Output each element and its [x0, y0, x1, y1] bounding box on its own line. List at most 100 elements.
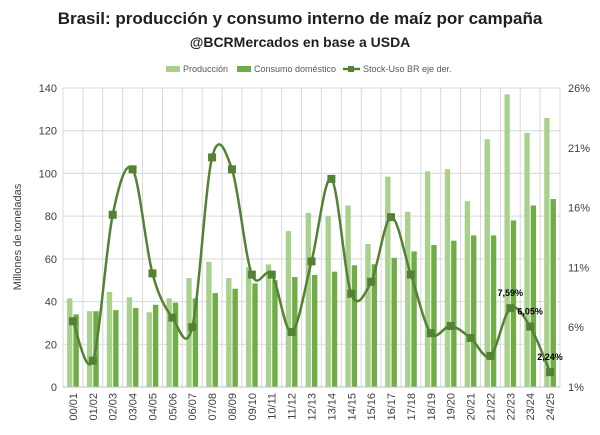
- legend-label-consumption: Consumo doméstico: [254, 64, 336, 74]
- stock-use-point: [406, 270, 415, 279]
- legend-label-stock-use: Stock-Uso BR eje der.: [363, 64, 452, 74]
- y2-tick-label: 16%: [568, 203, 590, 215]
- y-tick-label: 120: [39, 126, 57, 138]
- y-tick-label: 100: [39, 168, 57, 180]
- consumption-bar: [510, 220, 517, 387]
- data-label: 7,59%: [498, 288, 524, 298]
- x-tick-label: 19/20: [446, 393, 458, 421]
- legend-marker-stock-use: [348, 66, 354, 72]
- consumption-bar: [73, 314, 79, 387]
- stock-use-point: [188, 323, 197, 332]
- chart-subtitle: @BCRMercados en base a USDA: [190, 34, 411, 50]
- data-label: 6,05%: [517, 307, 543, 317]
- production-bar: [285, 231, 292, 387]
- stock-use-point: [267, 270, 276, 279]
- consumption-bar: [550, 199, 556, 387]
- x-tick-label: 17/18: [406, 393, 418, 421]
- right-axis: 1% 6% 11% 16% 21% 26%: [568, 83, 590, 394]
- stock-use-point: [387, 213, 396, 222]
- production-bar: [484, 139, 490, 387]
- x-tick-label: 23/24: [525, 393, 537, 421]
- left-axis: 0 20 40 60 80 100 120 140: [39, 83, 57, 394]
- y2-tick-label: 6%: [568, 322, 584, 334]
- data-labels: 7,59% 6,05% 2,24%: [498, 288, 563, 362]
- production-bar: [265, 264, 272, 387]
- x-tick-label: 08/09: [227, 393, 239, 421]
- production-bar: [206, 261, 212, 387]
- stock-use-point: [347, 289, 356, 298]
- consumption-bar: [212, 293, 218, 387]
- legend-label-production: Producción: [183, 64, 228, 74]
- stock-use-point: [227, 165, 236, 174]
- consumption-bar: [411, 251, 417, 387]
- stock-use-point: [367, 277, 376, 286]
- stock-use-point: [68, 317, 77, 326]
- production-bar: [524, 132, 530, 387]
- consumption-bar: [471, 235, 477, 387]
- stock-use-point: [466, 333, 475, 342]
- x-tick-label: 00/01: [68, 393, 80, 421]
- consumption-bar: [252, 283, 258, 387]
- consumption-bar: [312, 274, 318, 387]
- data-label: 2,24%: [537, 352, 563, 362]
- production-bar: [146, 312, 152, 387]
- y-tick-label: 80: [45, 211, 57, 223]
- chart-title: Brasil: producción y consumo interno de …: [58, 9, 543, 28]
- production-bar: [305, 212, 311, 387]
- stock-use-point: [426, 329, 435, 338]
- production-bar: [464, 201, 471, 387]
- y2-tick-label: 11%: [568, 262, 589, 274]
- y-tick-label: 0: [51, 382, 57, 394]
- stock-use-point: [148, 269, 157, 278]
- stock-use-point: [307, 257, 316, 266]
- gridlines: [62, 87, 561, 388]
- stock-use-point: [327, 174, 336, 183]
- y-axis-title: Millones de toneladas: [12, 183, 24, 290]
- stock-use-point: [526, 322, 535, 331]
- stock-use-point: [168, 313, 177, 322]
- stock-use-curve: [71, 143, 552, 373]
- production-bar: [245, 267, 252, 387]
- production-bar: [186, 278, 192, 387]
- consumption-bar: [331, 271, 338, 387]
- x-tick-label: 07/08: [207, 393, 219, 421]
- x-tick-label: 11/12: [287, 393, 299, 420]
- legend-swatch-consumption: [237, 66, 251, 72]
- x-tick-label: 16/17: [386, 393, 398, 421]
- y-tick-label: 140: [39, 83, 57, 95]
- production-bar: [325, 216, 331, 387]
- production-bar: [106, 291, 113, 387]
- production-bar: [405, 211, 411, 387]
- x-tick-label: 09/10: [247, 393, 259, 421]
- stock-use-point: [247, 270, 256, 279]
- consumption-bar: [232, 288, 238, 387]
- x-tick-label: 03/04: [128, 393, 140, 421]
- production-bar: [365, 243, 371, 387]
- x-tick-label: 06/07: [187, 393, 199, 421]
- consumption-bars: [73, 199, 556, 387]
- stock-use-point: [88, 356, 97, 365]
- stock-use-point: [546, 368, 555, 377]
- y2-tick-label: 21%: [568, 143, 590, 155]
- x-tick-label: 12/13: [307, 393, 319, 421]
- x-tick-label: 01/02: [88, 393, 100, 421]
- consumption-bar: [133, 307, 139, 387]
- production-bar: [504, 94, 510, 388]
- legend-swatch-production: [166, 66, 180, 72]
- production-bars: [67, 94, 550, 388]
- stock-use-point: [108, 210, 117, 219]
- x-axis: 00/01 01/02 02/03 03/04 04/05 05/06 06/07 07/08…: [63, 386, 560, 421]
- consumption-bar: [371, 264, 378, 387]
- production-bar: [544, 117, 550, 388]
- stock-use-point: [287, 327, 296, 336]
- consumption-bar: [530, 205, 537, 387]
- consumption-bar: [351, 265, 358, 387]
- x-tick-label: 13/14: [326, 393, 338, 421]
- x-tick-label: 10/11: [267, 393, 279, 420]
- stock-use-point: [486, 351, 495, 360]
- y2-tick-label: 1%: [568, 382, 584, 394]
- stock-use-point: [128, 165, 137, 174]
- consumption-bar: [272, 280, 278, 387]
- consumption-bar: [113, 310, 119, 387]
